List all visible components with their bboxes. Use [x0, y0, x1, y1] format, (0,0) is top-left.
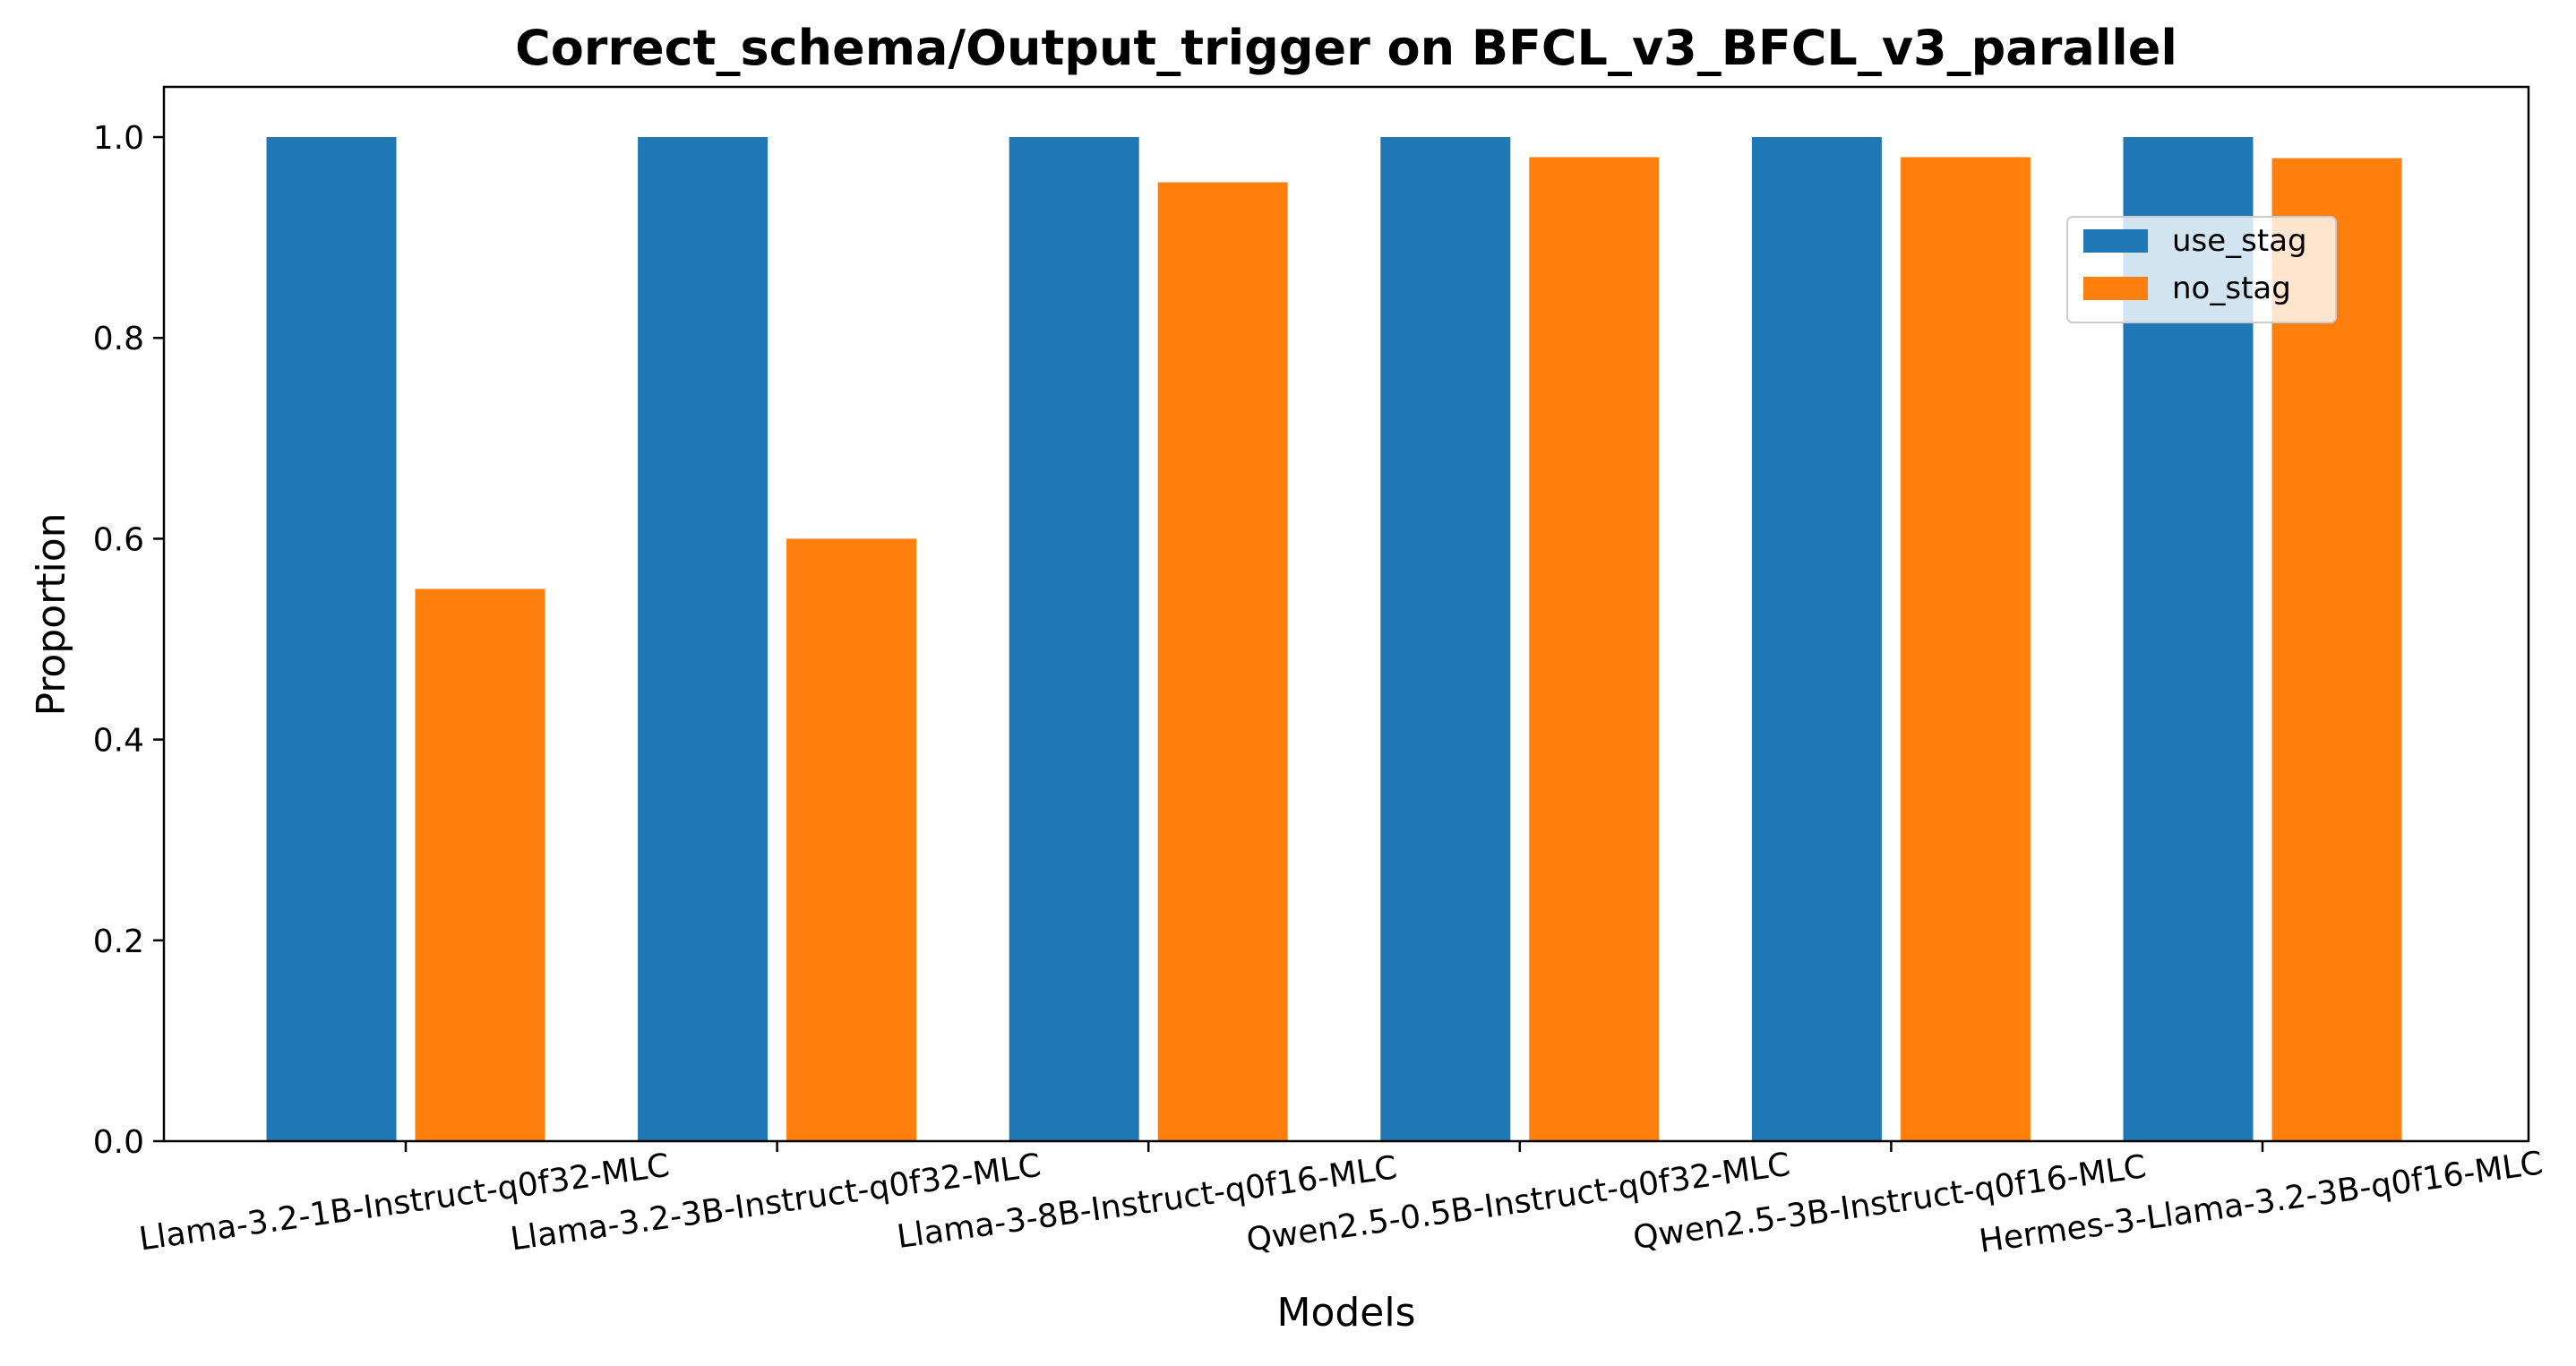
bars-layer	[266, 137, 2402, 1142]
y-tick-label-2: 0.4	[93, 723, 144, 760]
y-tick-label-3: 0.6	[93, 521, 144, 558]
x-axis: Llama-3.2-1B-Instruct-q0f32-MLCLlama-3.2…	[137, 1141, 2546, 1260]
x-axis-label: Models	[1276, 1290, 1415, 1336]
chart-title: Correct_schema/Output_trigger on BFCL_v3…	[515, 20, 2177, 76]
y-tick-label-1: 0.2	[93, 924, 144, 960]
bar-use-stag-0	[266, 137, 397, 1142]
plot-frame	[162, 85, 2530, 1143]
legend-label-no-stag: no_stag	[2172, 271, 2291, 306]
bar-no-stag-3	[1529, 157, 1660, 1141]
legend: use_stag no_stag	[2066, 216, 2337, 323]
y-tick-label-5: 1.0	[93, 120, 144, 157]
legend-swatch-use-stag	[2083, 229, 2148, 253]
y-axis: 0.0 0.2 0.4 0.6 0.8 1.0	[93, 120, 164, 1161]
bar-use-stag-2	[1009, 137, 1139, 1142]
y-tick-label-4: 0.8	[93, 321, 144, 357]
y-tick-label-0: 0.0	[93, 1124, 144, 1161]
bar-no-stag-4	[1900, 157, 2031, 1141]
legend-swatch-no-stag	[2083, 277, 2148, 300]
bar-use-stag-3	[1380, 137, 1511, 1142]
bar-no-stag-1	[786, 538, 917, 1141]
bar-use-stag-1	[638, 137, 769, 1142]
y-axis-label: Proportion	[29, 512, 74, 716]
bar-no-stag-2	[1157, 182, 1288, 1141]
bar-no-stag-0	[415, 588, 545, 1141]
legend-label-use-stag: use_stag	[2172, 223, 2307, 259]
bar-use-stag-4	[1751, 137, 1882, 1142]
